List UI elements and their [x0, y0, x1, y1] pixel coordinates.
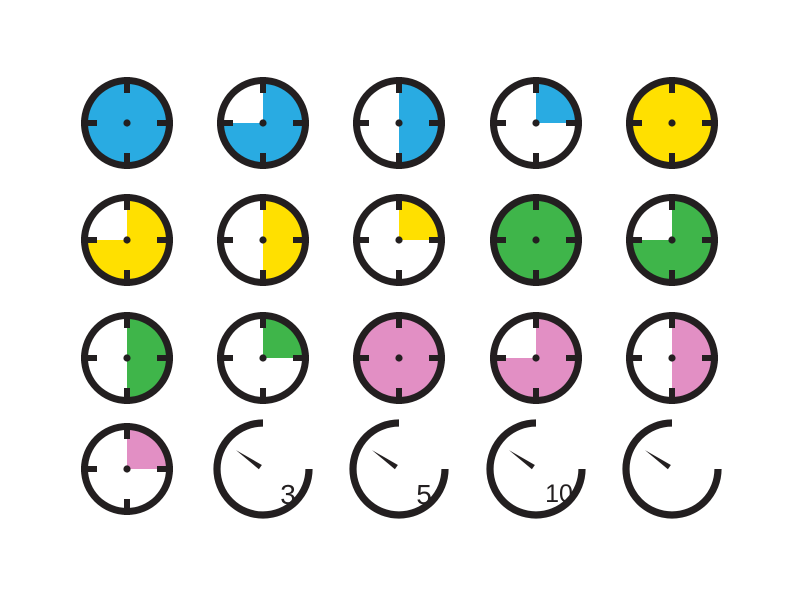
- svg-text:3: 3: [280, 479, 296, 510]
- svg-text:5: 5: [417, 479, 433, 510]
- svg-text:10: 10: [545, 480, 573, 508]
